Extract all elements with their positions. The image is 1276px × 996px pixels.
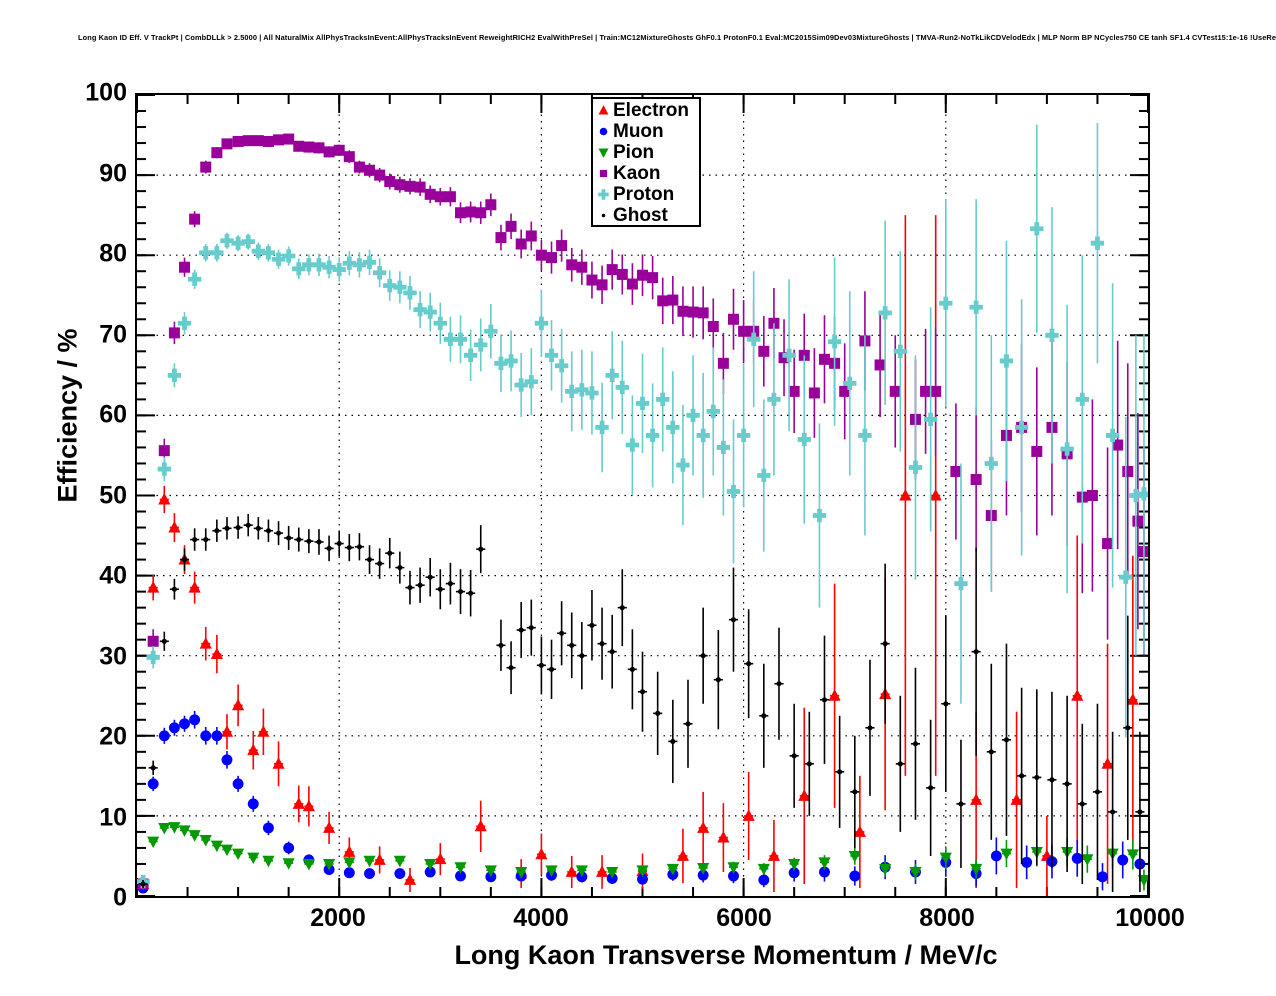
- series-pion: [137, 822, 1148, 891]
- y-tick-label: 70: [99, 320, 127, 348]
- x-tick-label: 10000: [1115, 904, 1185, 932]
- y-tick-label: 50: [99, 481, 127, 509]
- series-ghost: [138, 513, 1145, 892]
- y-tick-label: 20: [99, 722, 127, 751]
- legend-item-label: Muon: [613, 121, 664, 142]
- triangle-down-icon: [597, 146, 610, 159]
- y-tick-label: 80: [99, 239, 127, 268]
- x-tick-label: 8000: [919, 904, 975, 932]
- x-tick-label: 2000: [310, 904, 366, 932]
- legend-item-ghost[interactable]: Ghost: [597, 205, 697, 226]
- triangle-up-icon: [597, 104, 610, 117]
- plot-frame: [135, 93, 1150, 898]
- circle-icon: [597, 125, 610, 138]
- legend-item-kaon[interactable]: Kaon: [597, 163, 697, 184]
- legend-item-label: Electron: [613, 100, 690, 121]
- series-proton: [137, 123, 1148, 889]
- legend-item-label: Pion: [613, 142, 655, 163]
- legend-item-proton[interactable]: Proton: [597, 184, 697, 205]
- y-tick-label: 30: [99, 642, 127, 670]
- square-icon: [597, 167, 610, 180]
- y-tick-label: 40: [99, 561, 127, 590]
- y-tick-label: 10: [99, 803, 127, 831]
- legend-item-pion[interactable]: Pion: [597, 142, 697, 163]
- y-tick-label: 100: [85, 78, 127, 107]
- x-axis-title: Long Kaon Transverse Momentum / MeV/c: [454, 940, 998, 970]
- plot-canvas: [137, 95, 1148, 896]
- legend-item-label: Proton: [613, 184, 675, 205]
- legend: Electron Muon Pion Kaon Proton Ghost: [591, 97, 701, 227]
- legend-item-electron[interactable]: Electron: [597, 100, 697, 121]
- page-title: Long Kaon ID Eff. V TrackPt | CombDLLk >…: [78, 33, 1276, 42]
- cross-icon: [597, 188, 610, 201]
- x-tick-label: 4000: [513, 904, 569, 932]
- series-electron: [137, 215, 1139, 896]
- y-tick-label: 90: [99, 159, 127, 187]
- y-tick-label: 0: [113, 883, 127, 912]
- legend-item-label: Kaon: [613, 163, 661, 184]
- y-tick-label: 60: [99, 400, 127, 429]
- dot-icon: [597, 209, 610, 222]
- legend-item-muon[interactable]: Muon: [597, 121, 697, 142]
- x-tick-label: 6000: [716, 904, 772, 932]
- legend-item-label: Ghost: [613, 205, 668, 226]
